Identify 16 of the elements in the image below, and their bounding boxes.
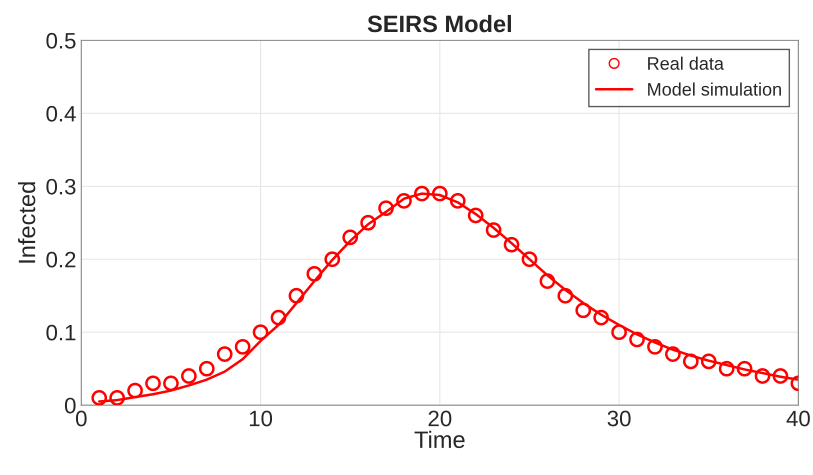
y-tick-label: 0.1: [46, 324, 76, 340]
y-tick-label: 0: [64, 398, 76, 414]
y-tick-label: 0.3: [46, 178, 76, 195]
y-tick-label: 0.2: [46, 252, 76, 268]
x-tick-label: 20: [428, 410, 452, 426]
legend-label: Model simulation: [648, 82, 781, 96]
legend-label: Real data: [648, 56, 724, 70]
x-tick-label: 10: [250, 410, 272, 426]
x-tick-label: 30: [608, 410, 631, 426]
y-tick-label: 0.5: [46, 32, 76, 49]
x-tick-label: 40: [786, 410, 810, 426]
y-tick-label: 0.4: [46, 106, 76, 122]
x-tick-label: 0: [76, 410, 87, 426]
chart-title: SEIRS Model: [368, 14, 511, 32]
x-axis-title: Time: [414, 430, 465, 448]
y-axis-title: Infected: [18, 182, 36, 263]
